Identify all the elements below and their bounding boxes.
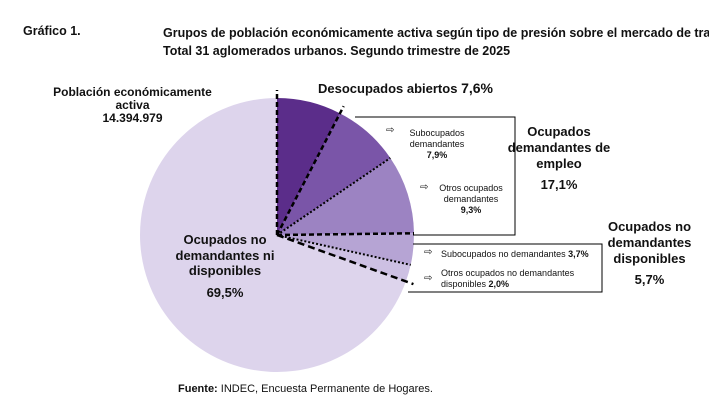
pea-value: 14.394.979	[102, 111, 163, 125]
subocupados-demandantes-name: Subocupados demandantes	[409, 128, 465, 149]
desocupados-pct: 7,6%	[461, 80, 493, 96]
ocupados-no-demandantes-disponibles-pct: 5,7%	[634, 272, 665, 287]
callout-box-ocupados-no-demandantes-disponibles	[408, 243, 603, 293]
callout-boxes	[355, 116, 603, 293]
otros-ocupados-demandantes-name: Otros ocupados demandantes	[439, 183, 503, 204]
slice-boundary-otros_dem	[276, 232, 415, 237]
subocupados-demandantes-pct: 7,9%	[426, 150, 448, 160]
subocupados-no-demandantes-name: Subocupados no demandantes	[441, 249, 566, 259]
otros-ocupados-demandantes-label: Otros ocupados demandantes 9,3%	[436, 183, 506, 216]
otros-ocupados-no-demandantes-pct: 2,0%	[488, 279, 510, 289]
pie-slice-ondnd	[140, 98, 406, 372]
slice-boundary-desocupados	[275, 105, 345, 236]
slice-boundaries	[275, 90, 415, 286]
ocupados-no-demandantes-disponibles-label: Ocupados no demandantes disponibles 5,7%	[602, 219, 697, 288]
otros-ocupados-no-demandantes-label: Otros ocupados no demandantes disponible…	[441, 268, 591, 290]
ocupados-no-demandantes-ni-disponibles-label: Ocupados no demandantes ni disponibles 6…	[160, 232, 290, 300]
slice-boundary-otros_nd	[276, 233, 414, 286]
arrow-icon: ⇨	[420, 182, 429, 193]
ocupados-demandantes-name: Ocupados demandantes de empleo	[507, 124, 611, 171]
ocupados-demandantes-pct: 17,1%	[540, 177, 578, 192]
otros-ocupados-demandantes-pct: 9,3%	[460, 205, 482, 215]
pea-label: Población económicamente activa 14.394.9…	[40, 86, 225, 125]
pie-slice-sub_dem	[277, 113, 391, 235]
desocupados-name: Desocupados abiertos	[318, 81, 458, 96]
arrow-icon: ⇨	[424, 247, 433, 258]
chart-title-line-1: Grupos de población económicamente activ…	[163, 26, 709, 40]
arrow-icon: ⇨	[424, 273, 433, 284]
subocupados-no-demandantes-label: Subocupados no demandantes 3,7%	[441, 249, 589, 260]
source-text: INDEC, Encuesta Permanente de Hogares.	[220, 383, 433, 395]
ocupados-no-demandantes-ni-disponibles-pct: 69,5%	[206, 284, 244, 300]
source-label: Fuente:	[178, 383, 218, 395]
desocupados-label: Desocupados abiertos 7,6%	[318, 80, 493, 96]
ocupados-no-demandantes-ni-disponibles-name: Ocupados no demandantes ni disponibles	[175, 232, 275, 278]
slice-boundary-sub_nd	[276, 234, 411, 266]
arrow-icon: ⇨	[386, 125, 395, 136]
ocupados-no-demandantes-disponibles-name: Ocupados no demandantes disponibles	[607, 219, 692, 266]
otros-ocupados-no-demandantes-name: Otros ocupados no demandantes disponible…	[441, 268, 575, 289]
pie-slice-otros_dem	[277, 157, 414, 235]
pie-slice-desocupados	[277, 98, 340, 235]
chart-number: Gráfico 1.	[23, 24, 81, 38]
ocupados-demandantes-label: Ocupados demandantes de empleo 17,1%	[507, 124, 611, 193]
pea-name: Población económicamente activa	[53, 85, 212, 112]
callout-box-ocupados-demandantes	[355, 116, 516, 236]
subocupados-demandantes-label: Subocupados demandantes 7,9%	[403, 128, 471, 161]
chart-title: Grupos de población económicamente activ…	[163, 24, 709, 60]
source-note: Fuente: INDEC, Encuesta Permanente de Ho…	[178, 383, 433, 395]
slice-boundary-sub_dem	[276, 157, 391, 236]
subocupados-no-demandantes-pct: 3,7%	[568, 249, 589, 259]
chart-title-line-2: Total 31 aglomerados urbanos. Segundo tr…	[163, 44, 511, 58]
